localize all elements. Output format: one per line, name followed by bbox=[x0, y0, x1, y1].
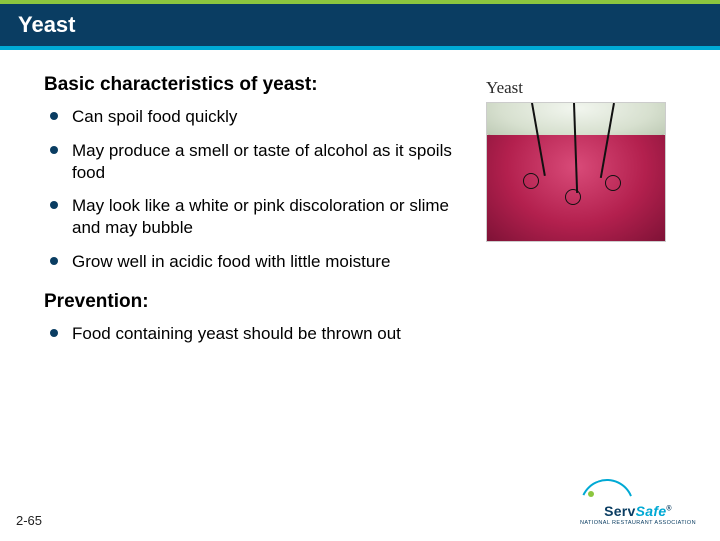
list-item: Grow well in acidic food with little moi… bbox=[44, 251, 476, 273]
list-item: May look like a white or pink discolorat… bbox=[44, 195, 476, 239]
yeast-jar-illustration bbox=[486, 102, 666, 242]
image-label: Yeast bbox=[486, 78, 676, 98]
logo-tagline: NATIONAL RESTAURANT ASSOCIATION bbox=[580, 520, 696, 526]
logo-brand-accent: Safe bbox=[636, 503, 667, 519]
slide-title-bar: Yeast bbox=[0, 0, 720, 46]
image-column: Yeast bbox=[486, 74, 676, 362]
logo-swoosh-icon bbox=[580, 479, 650, 505]
list-item: May produce a smell or taste of alcohol … bbox=[44, 140, 476, 184]
content-area: Basic characteristics of yeast: Can spoi… bbox=[0, 50, 720, 362]
list-item: Food containing yeast should be thrown o… bbox=[44, 323, 476, 345]
section1-heading: Basic characteristics of yeast: bbox=[44, 74, 476, 96]
page-number: 2-65 bbox=[16, 513, 42, 528]
servsafe-logo: ServSafe® NATIONAL RESTAURANT ASSOCIATIO… bbox=[580, 479, 696, 526]
list-item: Can spoil food quickly bbox=[44, 106, 476, 128]
section2-list: Food containing yeast should be thrown o… bbox=[44, 323, 476, 345]
yeast-spot-circle bbox=[523, 173, 539, 189]
text-column: Basic characteristics of yeast: Can spoi… bbox=[44, 74, 486, 362]
yeast-spot-circle bbox=[565, 189, 581, 205]
section1-list: Can spoil food quickly May produce a sme… bbox=[44, 106, 476, 273]
logo-brand-main: Serv bbox=[604, 503, 636, 519]
yeast-spot-circle bbox=[605, 175, 621, 191]
section2-heading: Prevention: bbox=[44, 291, 476, 313]
slide-title: Yeast bbox=[18, 12, 76, 37]
